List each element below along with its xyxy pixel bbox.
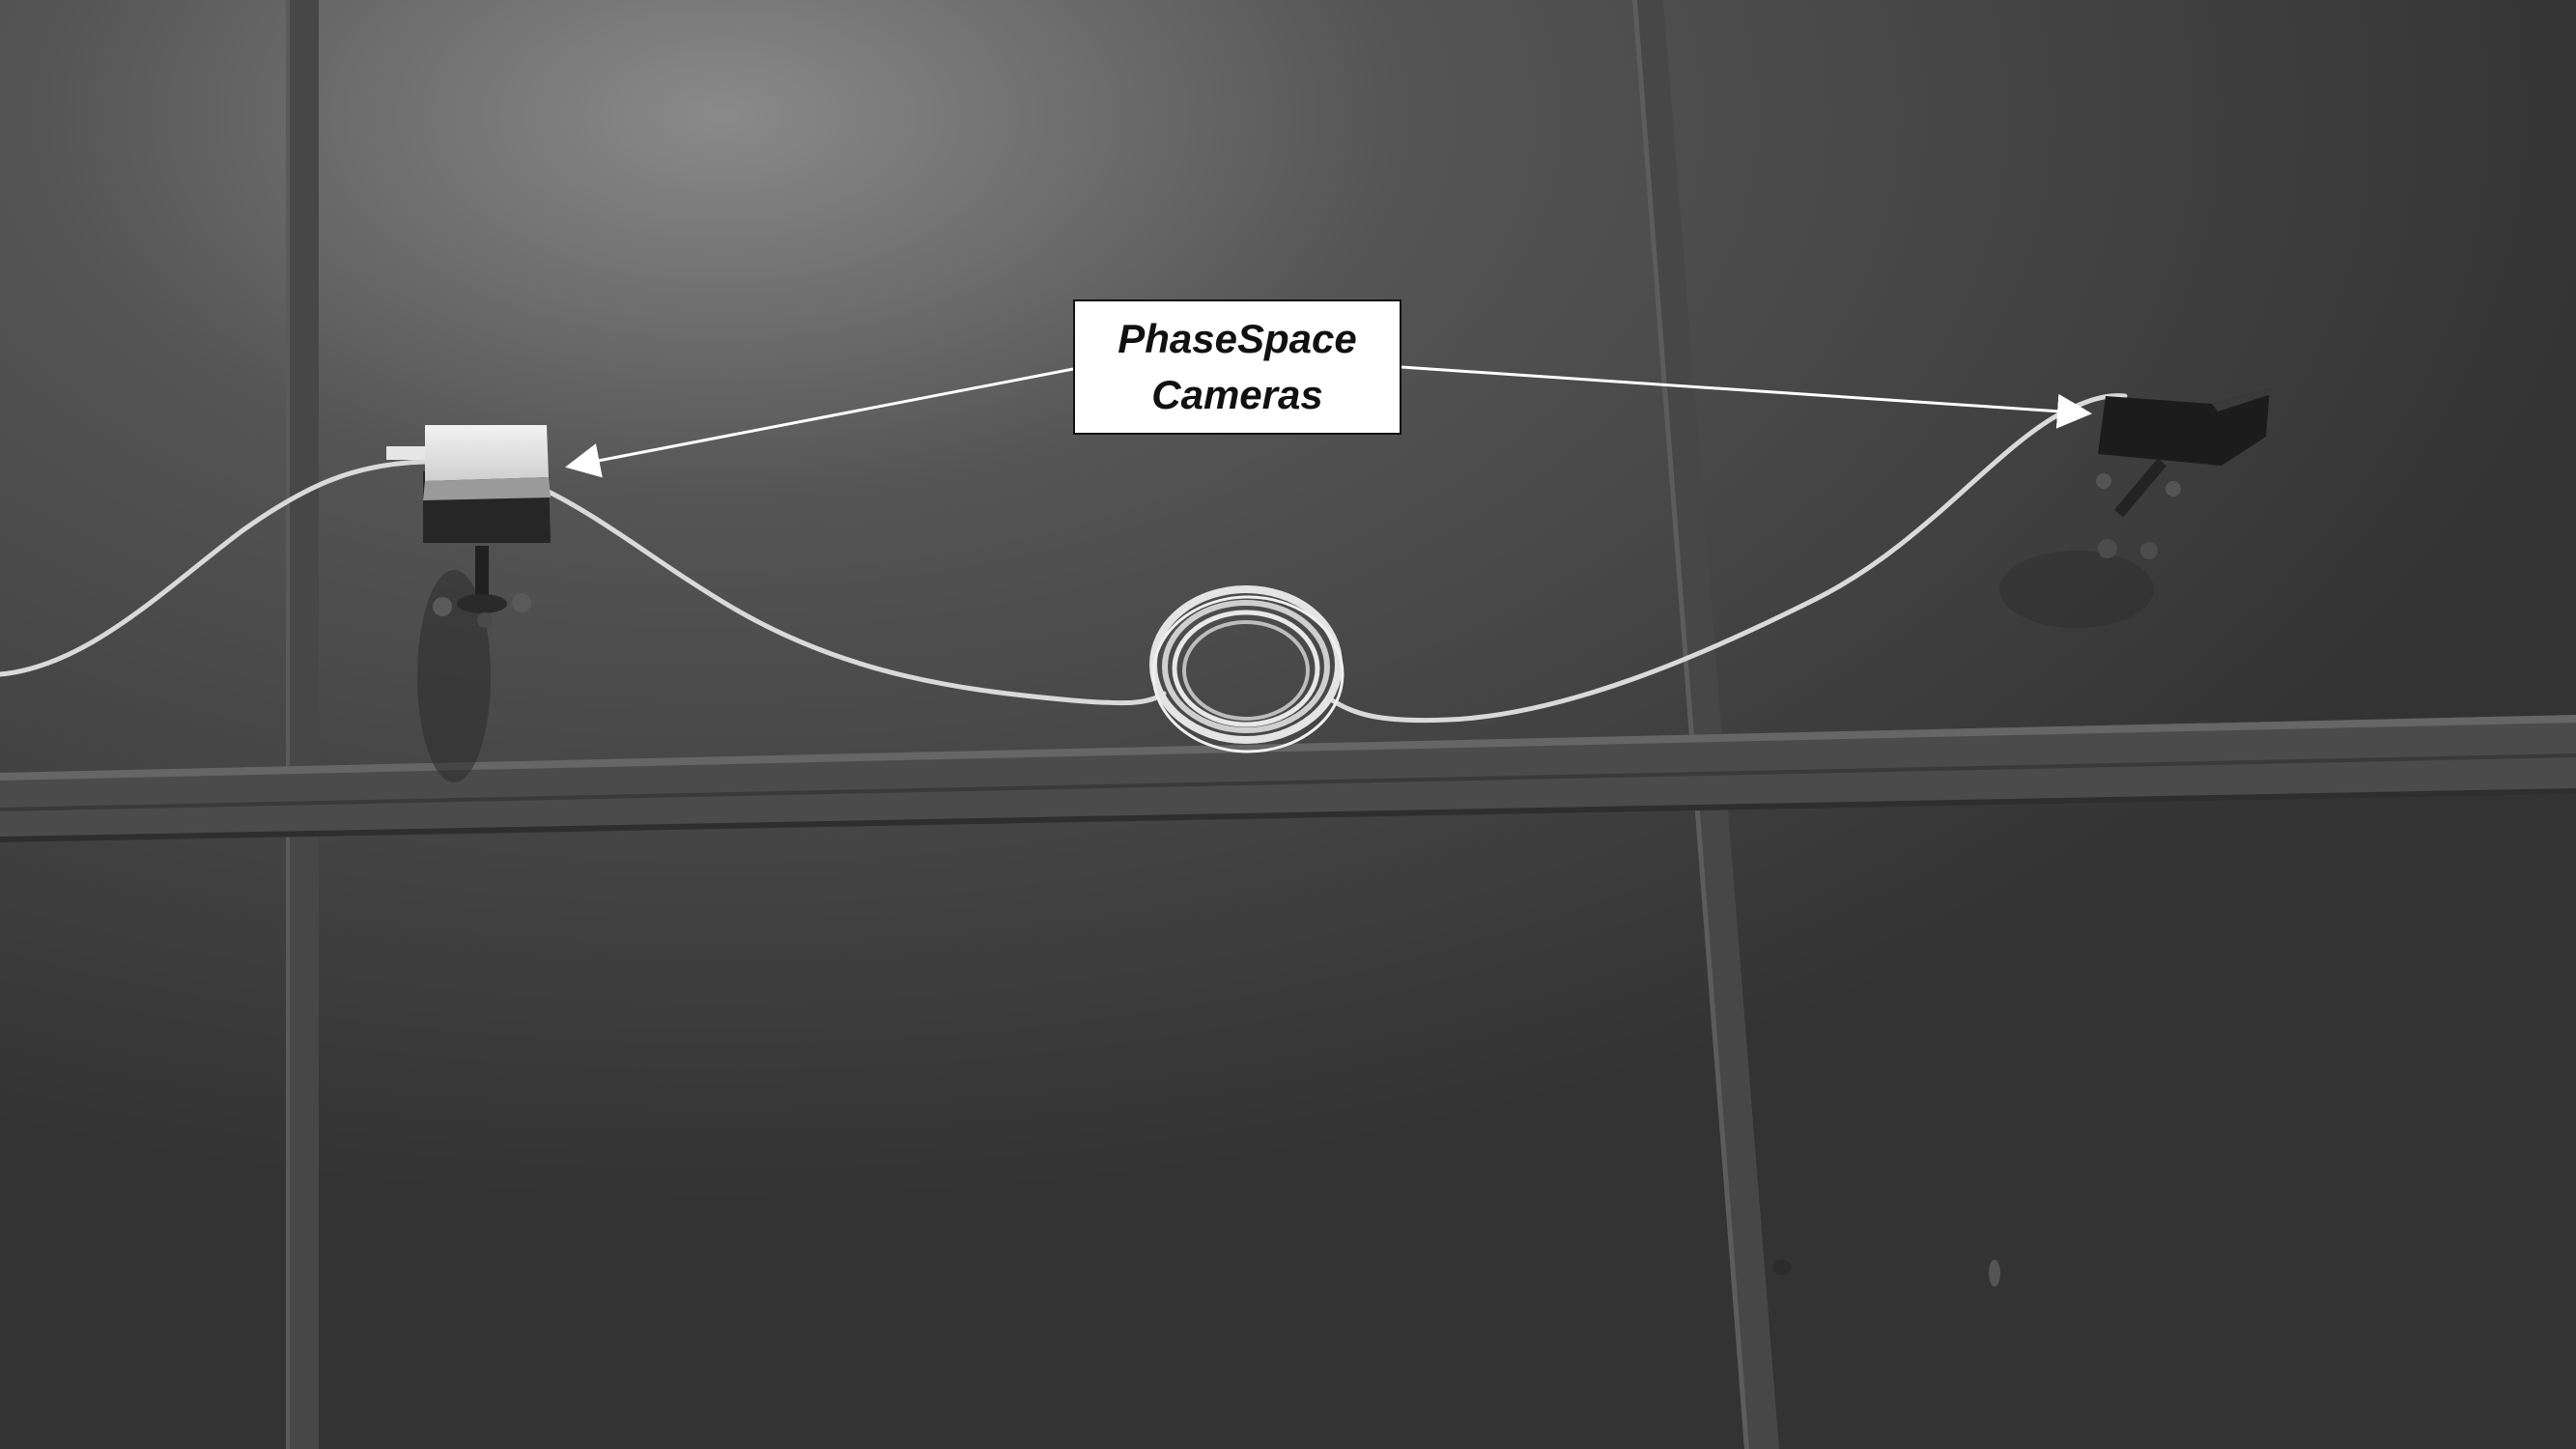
frame-bar-left bbox=[286, 0, 319, 1449]
camera-label-box: PhaseSpace Cameras bbox=[1073, 299, 1401, 435]
right-camera bbox=[2096, 388, 2272, 559]
camera-label-line1: PhaseSpace bbox=[1118, 316, 1357, 361]
right-camera-shadow bbox=[1999, 551, 2154, 628]
wall-speck bbox=[1989, 1260, 2000, 1287]
left-camera-shadow bbox=[417, 570, 491, 782]
camera-label-line2: Cameras bbox=[1151, 372, 1323, 417]
wall-mark bbox=[1772, 1260, 1792, 1275]
frame-bar-horizontal-groove bbox=[0, 753, 2576, 811]
left-camera bbox=[386, 425, 551, 628]
arrow-to-left-camera bbox=[565, 367, 1074, 478]
frame-bar-right bbox=[1632, 0, 1779, 1449]
cable-coil bbox=[1149, 585, 1345, 753]
frame-bar-horizontal bbox=[0, 715, 2576, 842]
frame-bar-right-edge bbox=[1632, 0, 1749, 1449]
frame-bar-horizontal-shadow bbox=[0, 788, 2576, 842]
frame-bar-horizontal-highlight bbox=[0, 715, 2576, 781]
frame-bar-left-edge bbox=[286, 0, 290, 1449]
arrow-to-right-camera bbox=[1401, 365, 2092, 429]
